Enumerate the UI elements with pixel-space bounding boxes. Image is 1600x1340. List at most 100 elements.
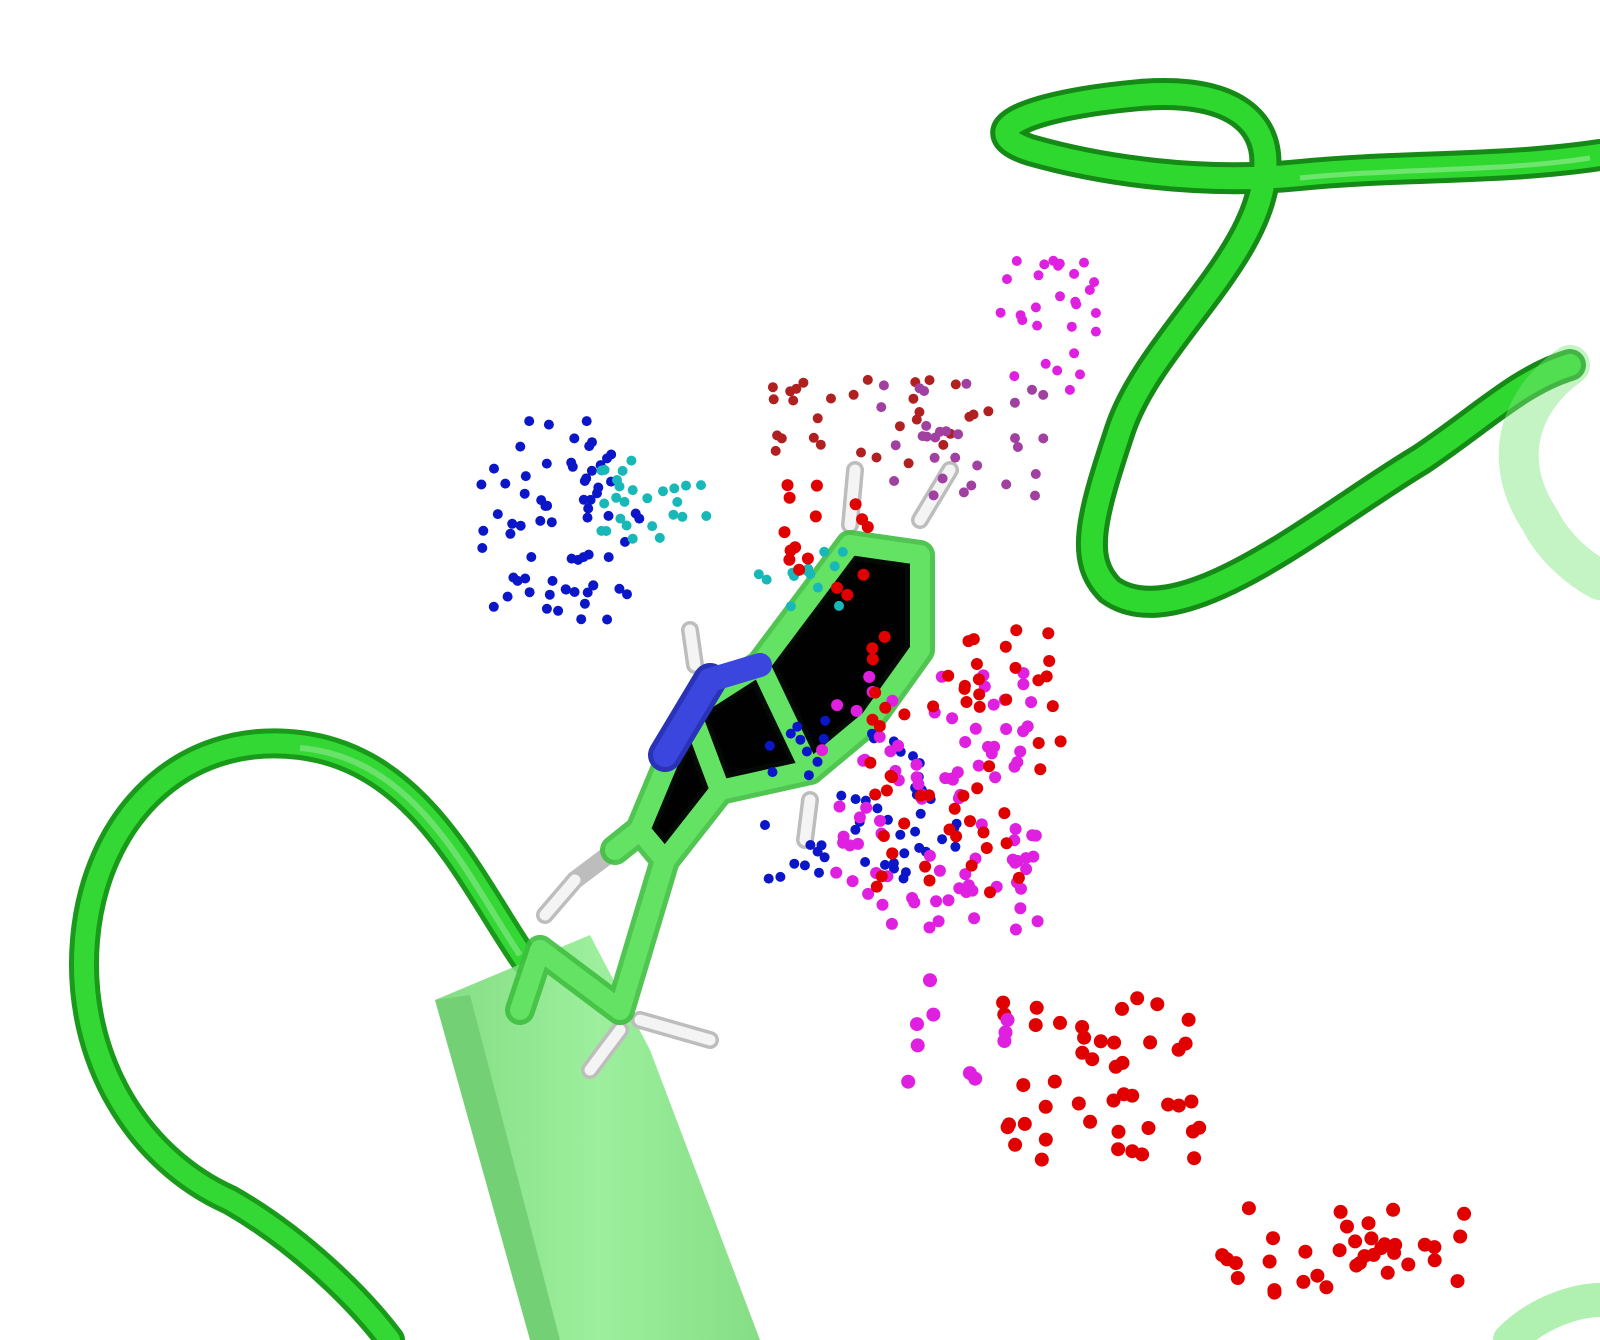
contact-dot (932, 915, 945, 928)
contact-dot (996, 995, 1011, 1010)
contact-dot (1085, 1052, 1100, 1067)
contact-dot (1032, 320, 1043, 331)
contact-dot (776, 433, 787, 444)
contact-dot (1333, 1204, 1348, 1219)
contact-dot (968, 1071, 983, 1086)
contact-dot (1000, 1012, 1015, 1027)
contact-dot (764, 740, 775, 751)
contact-dot (942, 894, 955, 907)
contact-dot (1034, 763, 1047, 776)
contact-dot (938, 439, 949, 450)
contact-dot (862, 887, 875, 900)
contact-dot (1001, 479, 1012, 490)
contact-dot (965, 859, 978, 872)
contact-dot (1053, 1015, 1067, 1030)
right-edge-coil (1498, 345, 1600, 600)
contact-dot (873, 720, 886, 733)
contact-dot (950, 379, 961, 390)
contact-dot (770, 445, 781, 456)
contact-dot (834, 600, 844, 611)
contact-dot (1012, 871, 1025, 884)
contact-dot (1046, 700, 1059, 713)
contact-dot (526, 552, 537, 562)
contact-dot (599, 464, 610, 475)
contact-dot (1038, 1099, 1053, 1114)
contact-dot (547, 575, 558, 586)
contact-dot (950, 830, 963, 843)
contact-dot (960, 696, 973, 708)
contact-dot (856, 447, 866, 458)
contact-dot (1115, 1055, 1130, 1070)
contact-dot (1015, 310, 1026, 321)
contact-dot (860, 857, 871, 867)
contact-dot (599, 498, 610, 509)
contact-dot (970, 658, 983, 670)
contact-dot (819, 546, 830, 557)
contact-dot (871, 452, 882, 463)
contact-dot (1089, 277, 1100, 288)
contact-dot (1014, 745, 1027, 758)
contact-dot (617, 465, 628, 476)
contact-dot (1011, 256, 1022, 266)
nitrogen-atom (648, 653, 772, 772)
contact-dot (541, 458, 552, 469)
contact-dot (1017, 1116, 1032, 1131)
contact-dot (1025, 696, 1038, 709)
contact-dot (1040, 358, 1051, 369)
contact-dot (540, 501, 551, 511)
contact-dot (1008, 1137, 1023, 1152)
contact-dot (785, 728, 796, 739)
contact-dot (1030, 302, 1041, 313)
contact-dot (876, 898, 889, 911)
contact-dot (958, 487, 969, 498)
contact-dot (579, 598, 590, 609)
contact-dot (1171, 1042, 1186, 1057)
contact-dot (1111, 1142, 1126, 1157)
contact-dot (581, 473, 592, 484)
contact-dot (900, 867, 911, 878)
contact-dot (1115, 1001, 1129, 1016)
contact-dot (792, 721, 803, 732)
contact-dot (879, 701, 892, 714)
contact-dot (1185, 1124, 1200, 1139)
contact-dot (863, 670, 876, 683)
contact-dot (1215, 1248, 1230, 1263)
contact-dot (634, 513, 645, 524)
contact-dot (928, 490, 939, 501)
contact-dot (924, 375, 935, 386)
contact-dot (889, 476, 900, 486)
contact-dot (890, 440, 901, 451)
contact-dot (1027, 384, 1037, 395)
contact-dot (968, 912, 981, 925)
contact-dot (1457, 1206, 1472, 1221)
contact-dot (908, 751, 918, 762)
contact-dot (862, 374, 873, 385)
contact-dot (876, 402, 887, 413)
contact-dot (1143, 1035, 1158, 1050)
contact-dot (966, 884, 979, 897)
contact-dot (958, 679, 971, 692)
contact-dot (1364, 1231, 1379, 1246)
contact-dot (831, 581, 843, 594)
contact-dot (627, 485, 638, 496)
top-right-coil (990, 78, 1600, 618)
contact-dot (603, 510, 614, 521)
contact-dot (627, 533, 638, 544)
contact-dot (502, 591, 513, 602)
contact-dot (1340, 1219, 1354, 1234)
contact-dot (515, 520, 526, 531)
contact-dot (1401, 1257, 1416, 1272)
contact-dot (620, 536, 630, 547)
contact-dot (669, 483, 680, 494)
contact-dot (602, 614, 613, 625)
contact-dot (767, 382, 778, 393)
contact-dot (967, 633, 980, 646)
contact-dot (500, 478, 511, 489)
contact-dot (889, 863, 899, 874)
contact-dot (1084, 285, 1095, 295)
contact-dot (767, 767, 778, 778)
contact-dot (878, 380, 889, 391)
contact-dot (921, 420, 932, 431)
contact-dot (681, 480, 691, 491)
contact-dot (1008, 760, 1021, 773)
